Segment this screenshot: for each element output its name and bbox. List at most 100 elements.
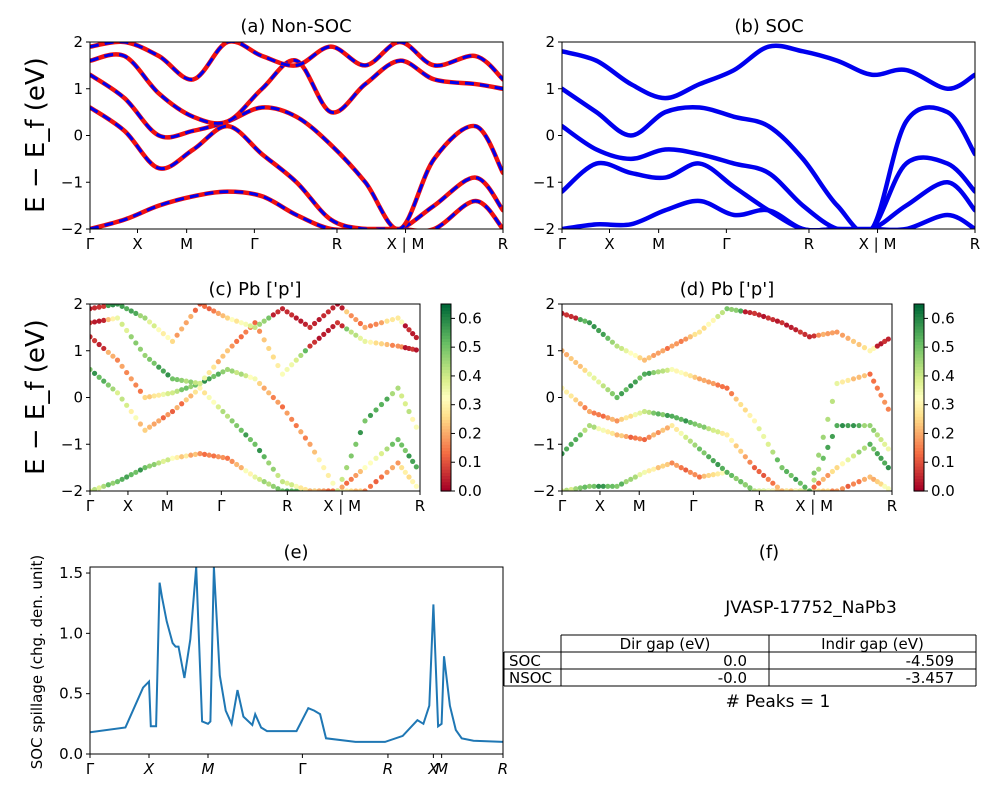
c-weight-point bbox=[101, 483, 107, 489]
cbar-d-frame bbox=[913, 303, 925, 492]
c-weight-point bbox=[389, 342, 396, 348]
cbar-c-segment bbox=[441, 388, 451, 392]
d-weight-point bbox=[845, 377, 851, 383]
panel-f-title: (f) bbox=[759, 542, 779, 563]
c-weight-point bbox=[279, 371, 286, 377]
cbar-d-segment bbox=[914, 350, 924, 355]
d-ytick-label: −2 bbox=[533, 482, 555, 500]
d-weight-point bbox=[728, 306, 735, 313]
c-weight-point bbox=[91, 338, 98, 344]
cbar-d-segment bbox=[914, 428, 924, 433]
c-weight-point bbox=[384, 469, 390, 475]
cbar-c-segment bbox=[441, 307, 451, 311]
c-weight-point bbox=[224, 455, 231, 461]
c-weight-point bbox=[316, 488, 322, 491]
e-frame bbox=[89, 566, 504, 755]
d-weight-point bbox=[596, 426, 602, 432]
d-xtick-label: R bbox=[754, 497, 764, 515]
d-weight-point bbox=[845, 457, 851, 463]
c-weight-point bbox=[270, 483, 276, 489]
c-weight-point bbox=[146, 424, 153, 430]
cbar-c-tick-label: 0.3 bbox=[458, 396, 482, 414]
c-weight-point bbox=[110, 353, 116, 359]
c-ytick-label: −2 bbox=[61, 482, 83, 500]
c-weight-point bbox=[330, 323, 336, 330]
d-weight-point bbox=[845, 335, 851, 341]
d-weight-point bbox=[628, 350, 634, 356]
d-weight-point bbox=[586, 371, 593, 377]
d-weight-point bbox=[573, 436, 579, 443]
c-weight-point bbox=[229, 418, 235, 424]
c-weight-point bbox=[275, 486, 281, 491]
cbar-c-segment bbox=[441, 363, 451, 367]
d-weight-point bbox=[871, 378, 877, 384]
d-weight-point bbox=[839, 486, 846, 491]
e-plot-area bbox=[90, 567, 503, 743]
d-weight-point bbox=[609, 339, 616, 345]
d-weight-point bbox=[701, 473, 707, 479]
d-weight-point bbox=[715, 313, 721, 320]
c-weight-point bbox=[321, 331, 327, 337]
c-weight-point bbox=[353, 472, 359, 479]
c-weight-point bbox=[293, 422, 299, 429]
d-weight-point bbox=[678, 416, 684, 422]
cbar-c-segment bbox=[441, 338, 451, 342]
c-weight-point bbox=[357, 335, 364, 341]
c-weight-point bbox=[266, 345, 272, 352]
d-weight-point bbox=[651, 432, 657, 438]
c-weight-point bbox=[293, 483, 299, 489]
b-band-line bbox=[562, 123, 975, 229]
cbar-d-segment bbox=[914, 481, 924, 486]
d-weight-point bbox=[761, 313, 767, 320]
d-plot-area bbox=[562, 306, 891, 491]
a-xtick-label: X bbox=[132, 235, 142, 253]
cbar-c-segment bbox=[441, 353, 451, 358]
d-weight-point bbox=[742, 407, 748, 413]
d-weight-point bbox=[878, 436, 884, 443]
d-weight-point bbox=[820, 476, 826, 482]
d-weight-point bbox=[609, 483, 616, 489]
c-weight-point bbox=[224, 366, 231, 373]
cbar-d-segment bbox=[914, 397, 924, 402]
c-weight-point bbox=[402, 469, 408, 475]
c-weight-point bbox=[256, 476, 263, 482]
a-band-line-dashed bbox=[90, 42, 503, 81]
d-weight-point bbox=[793, 488, 799, 491]
cbar-c-segment bbox=[441, 397, 451, 402]
c-weight-point bbox=[234, 422, 240, 429]
cbar-d-segment bbox=[914, 369, 924, 374]
c-weight-point bbox=[146, 319, 153, 325]
cbar-d-segment bbox=[914, 353, 924, 358]
d-weight-point bbox=[861, 445, 868, 451]
c-ytick-label: 0 bbox=[73, 389, 83, 407]
c-weight-point bbox=[215, 310, 221, 316]
b-xtick-label: R bbox=[970, 235, 980, 253]
c-xtick-label: X | M bbox=[323, 497, 361, 515]
d-weight-point bbox=[861, 373, 868, 379]
c-weight-point bbox=[142, 394, 148, 401]
d-weight-point bbox=[609, 391, 616, 397]
d-weight-point bbox=[850, 481, 857, 487]
c-weight-point bbox=[384, 396, 390, 402]
cbar-d-segment bbox=[914, 472, 924, 477]
c-weight-point bbox=[395, 460, 401, 466]
d-weight-point bbox=[806, 488, 813, 491]
c-weight-point bbox=[156, 327, 162, 333]
d-weight-point bbox=[632, 412, 638, 418]
d-weight-point bbox=[614, 432, 620, 438]
c-weight-point bbox=[206, 452, 212, 458]
d-weight-point bbox=[586, 408, 593, 415]
d-weight-point bbox=[687, 469, 693, 475]
d-weight-point bbox=[701, 377, 707, 383]
d-weight-point bbox=[623, 433, 629, 440]
c-weight-point bbox=[413, 424, 419, 430]
d-weight-point bbox=[839, 422, 846, 429]
d-weight-point bbox=[683, 418, 689, 424]
c-weight-point bbox=[378, 320, 385, 326]
d-weight-point bbox=[582, 427, 588, 433]
d-weight-point bbox=[885, 465, 891, 471]
c-weight-point bbox=[399, 442, 405, 448]
d-weight-point bbox=[783, 468, 790, 475]
c-weight-point bbox=[284, 366, 290, 373]
d-weight-point bbox=[692, 421, 698, 427]
